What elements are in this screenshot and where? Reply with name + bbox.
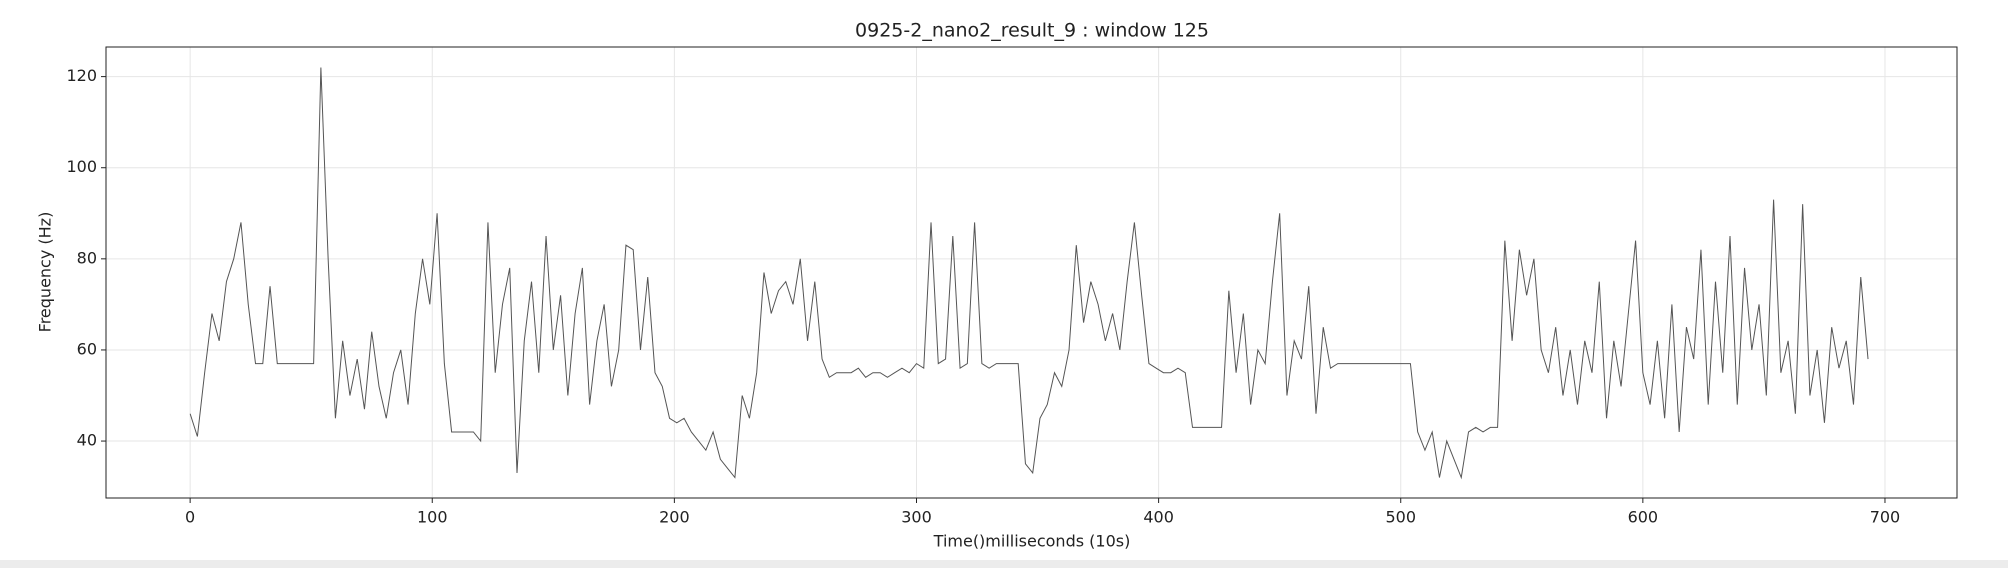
x-tick-label: 100 — [417, 508, 448, 527]
y-tick-label: 40 — [77, 431, 97, 450]
y-tick-label: 60 — [77, 339, 97, 358]
x-tick-label: 700 — [1870, 508, 1901, 527]
x-axis-label: Time()milliseconds (10s) — [933, 532, 1131, 551]
x-tick-label: 300 — [901, 508, 932, 527]
plot-frame — [105, 46, 1958, 499]
y-axis-label: Frequency (Hz) — [36, 212, 55, 333]
x-tick-label: 400 — [1143, 508, 1174, 527]
chart-title: 0925-2_nano2_result_9 : window 125 — [855, 20, 1209, 42]
x-tick-label: 500 — [1385, 508, 1416, 527]
data-line — [189, 67, 1869, 480]
scroll-strip — [0, 560, 2008, 568]
y-tick-label: 120 — [66, 66, 97, 85]
x-tick-label: 200 — [659, 508, 690, 527]
y-tick-label: 80 — [77, 248, 97, 267]
x-tick-label: 0 — [185, 508, 195, 527]
y-tick-label: 100 — [66, 157, 97, 176]
x-tick-label: 600 — [1628, 508, 1659, 527]
